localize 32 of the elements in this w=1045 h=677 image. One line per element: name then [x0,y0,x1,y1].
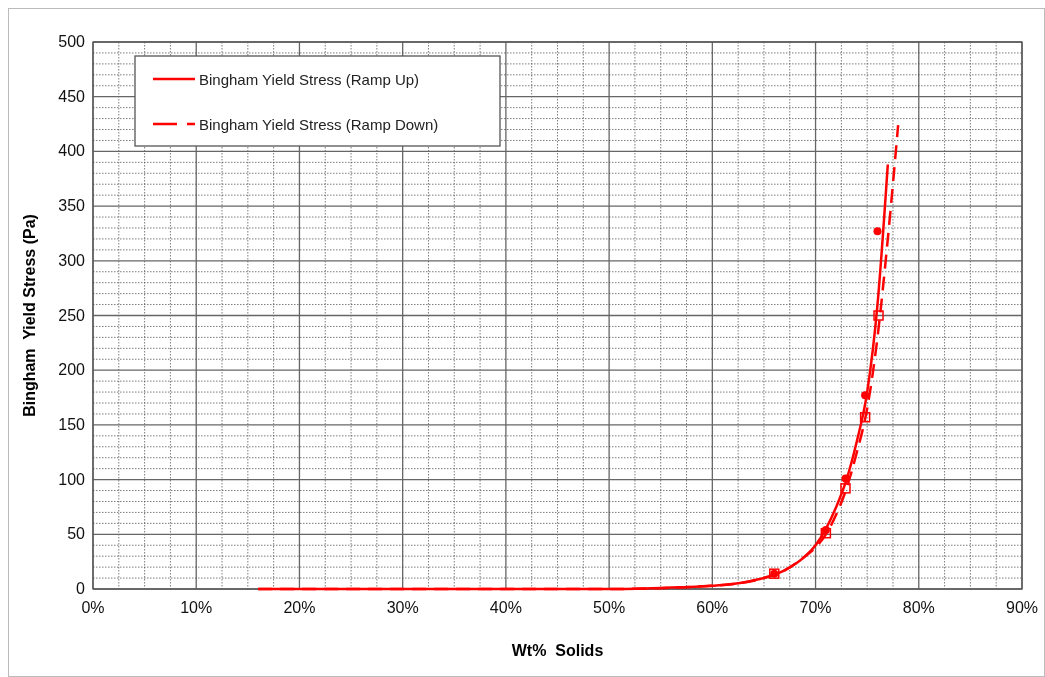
x-axis-title: Wt% Solids [511,642,604,659]
x-tick-label: 80% [902,599,935,616]
legend-label: Bingham Yield Stress (Ramp Up) [199,71,420,88]
x-tick-label: 0% [81,599,105,616]
point [873,310,884,321]
y-tick-label: 400 [58,142,86,160]
x-tick-label: 60% [696,599,729,616]
y-tick-label: 50 [67,525,86,543]
point [861,391,870,400]
y-tick-label: 200 [58,361,86,379]
x-tick-label: 70% [799,599,832,616]
y-tick-label: 100 [58,470,86,488]
y-tick-label: 150 [58,415,86,433]
x-tick-label: 40% [489,599,522,616]
point [859,411,871,423]
x-tick-label: 90% [1005,599,1039,616]
y-tick-label: 500 [58,33,86,50]
point [820,527,832,539]
x-tick-label: 30% [386,599,419,616]
point [840,483,851,494]
y-tick-label: 350 [58,197,86,215]
x-tick-label: 20% [283,599,316,616]
point [873,227,882,236]
y-tick-label: 450 [58,87,86,105]
x-tick-label: 10% [180,599,213,616]
y-tick-label: 250 [58,306,86,324]
legend-label: Bingham Yield Stress (Ramp Down) [199,116,439,133]
x-tick-label: 50% [593,599,626,616]
y-axis-title: Bingham Yield Stress (Pa) [21,214,38,417]
point [841,474,850,483]
y-tick-label: 300 [58,251,86,269]
y-tick-label: 0 [76,580,86,597]
